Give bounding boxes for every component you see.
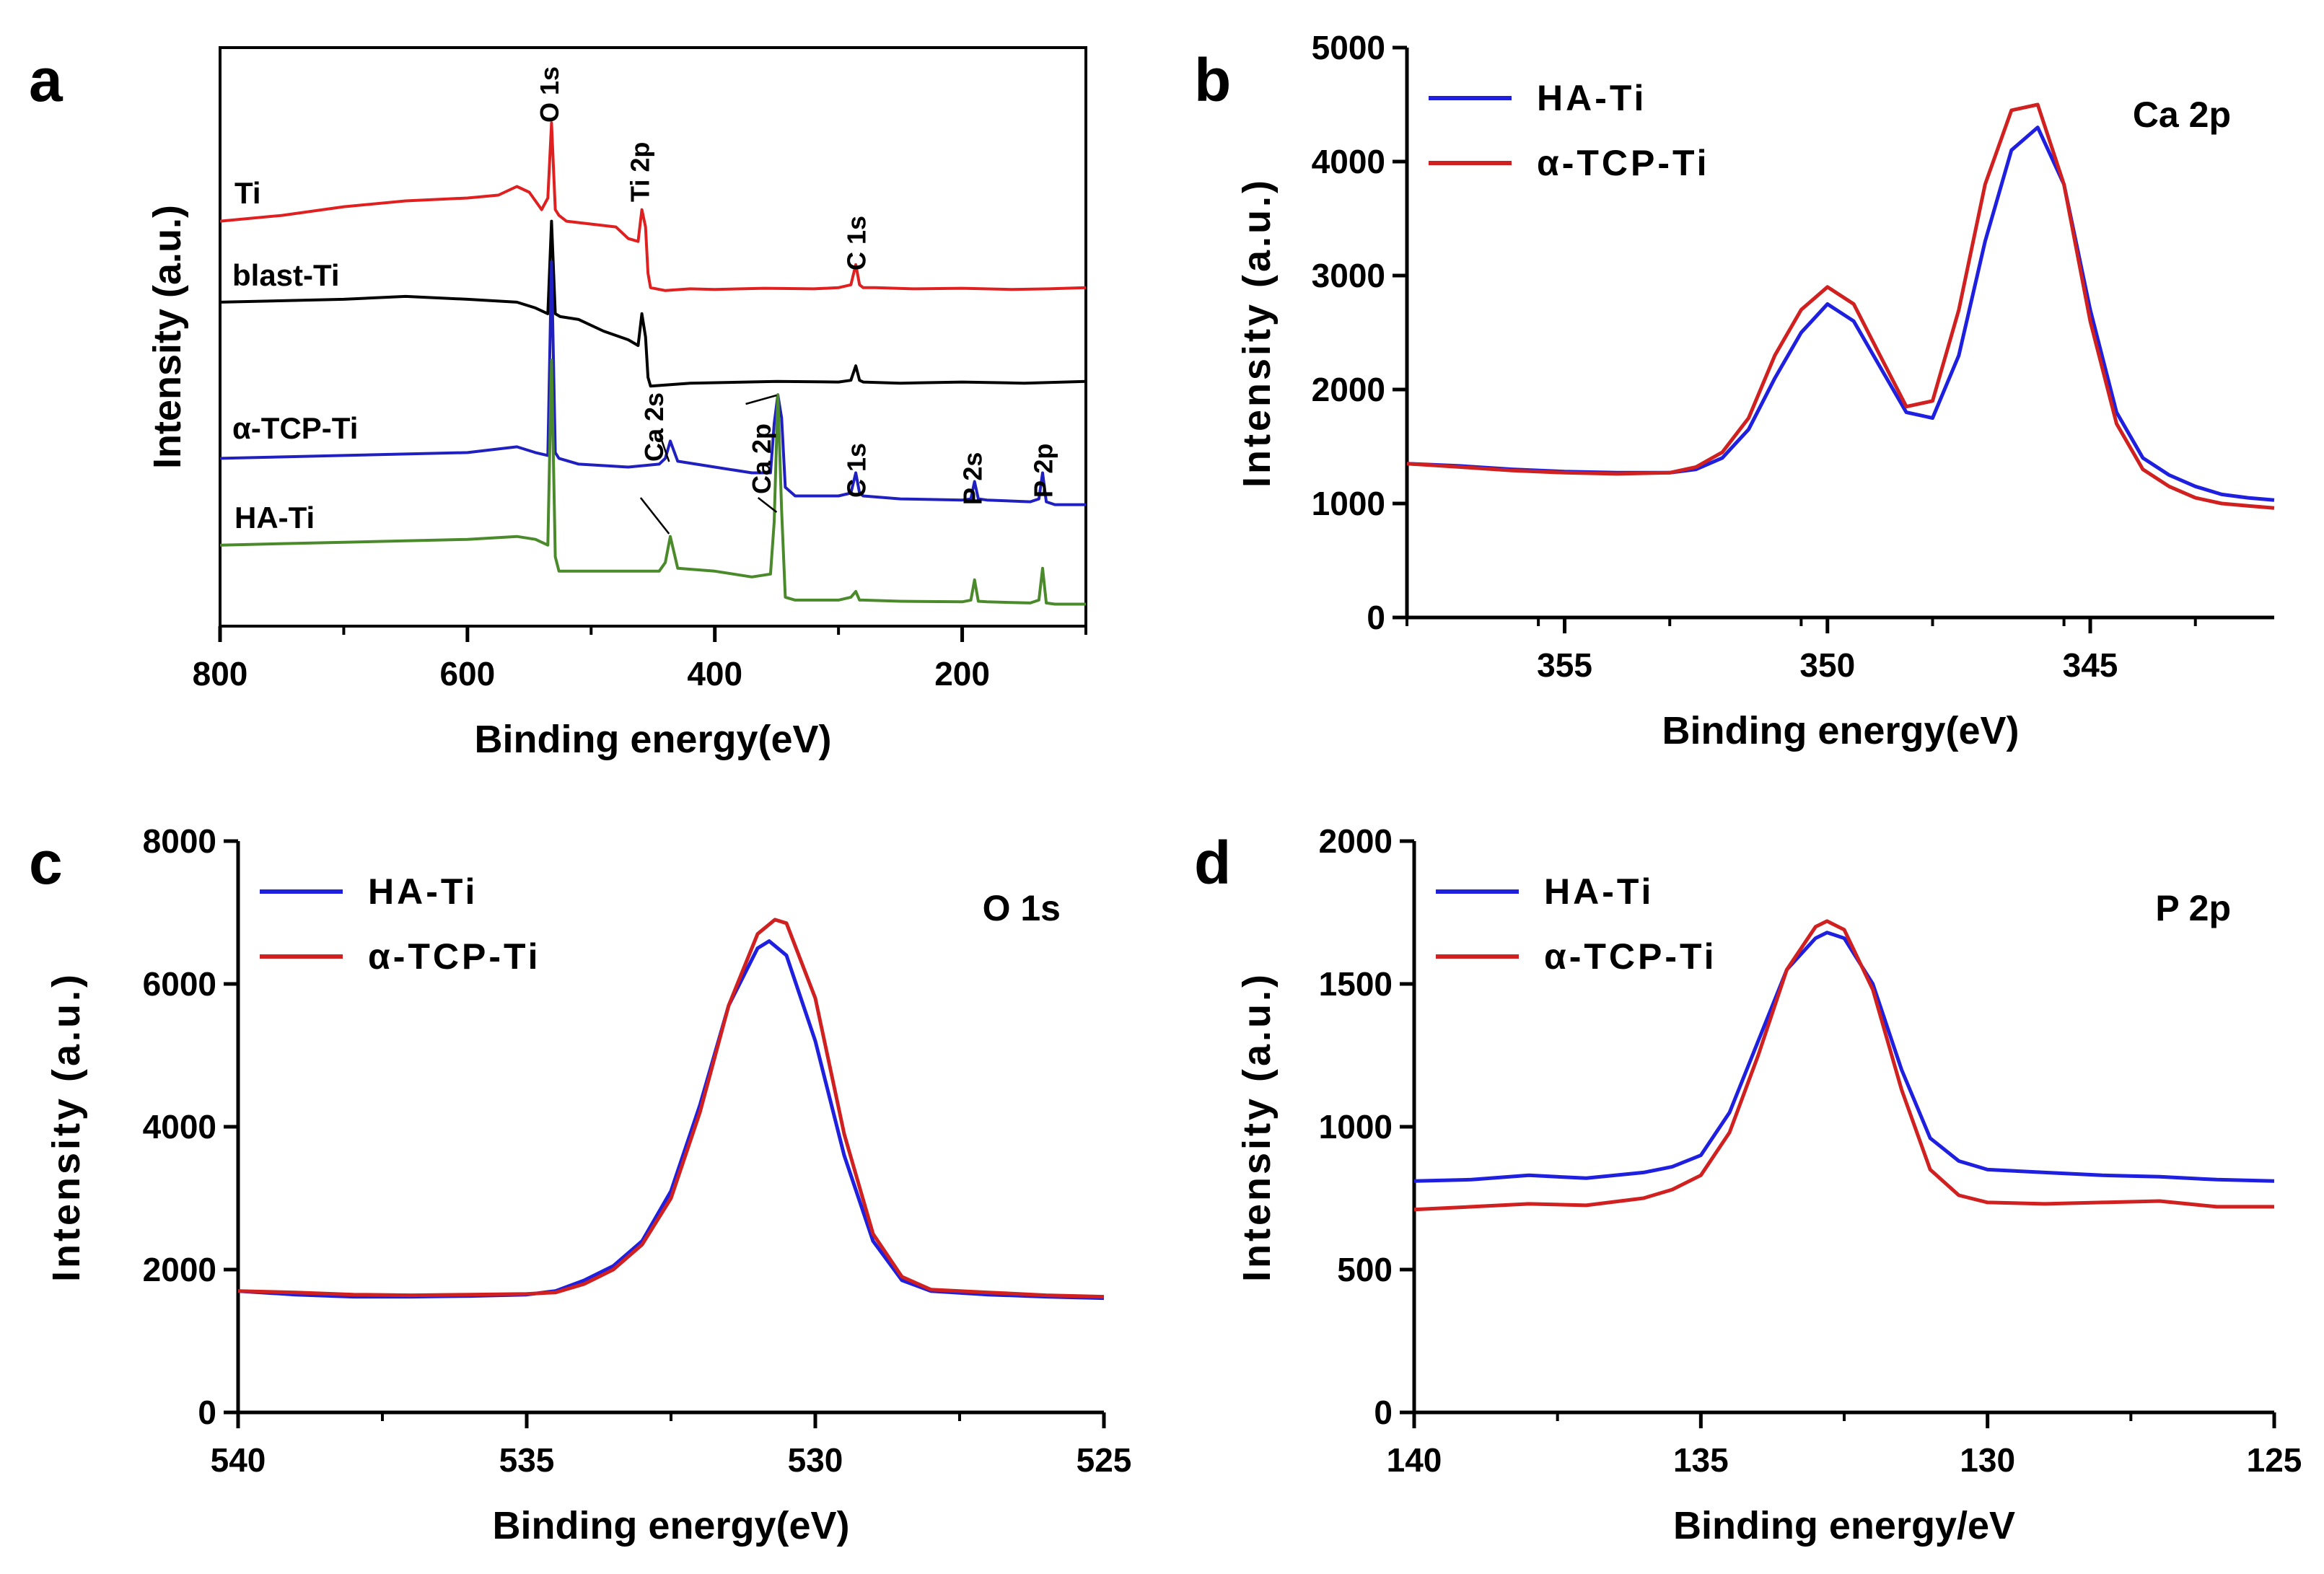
x-axis-label: Binding energy/eV	[1673, 1504, 2015, 1547]
x-tick-label: 530	[788, 1441, 843, 1479]
x-tick-label: 200	[934, 655, 990, 693]
panel-letter-c: c	[29, 829, 63, 897]
series-line-1	[237, 939, 1105, 1301]
series-line-2	[1413, 919, 2274, 1212]
series-label: α-TCP-Ti	[232, 411, 358, 445]
panel-title: Ca 2p	[2133, 94, 2231, 135]
series-line-2	[219, 219, 1087, 388]
y-axis-label: Intensity (a.u.)	[146, 205, 189, 469]
x-tick-label: 140	[1387, 1441, 1442, 1479]
panel-letter-a: a	[29, 46, 63, 114]
x-tick-label: 400	[687, 655, 742, 693]
series-line-2	[1406, 102, 2275, 510]
peak-annotation: P 2p	[1028, 444, 1058, 498]
y-tick-label: 1500	[1319, 965, 1393, 1003]
y-tick-label: 2000	[1312, 371, 1385, 408]
x-axis-label: Binding energy(eV)	[1662, 709, 2019, 752]
x-tick-label: 525	[1077, 1441, 1132, 1479]
series-line-3	[219, 260, 1086, 506]
y-tick-label: 3000	[1312, 257, 1385, 294]
y-axis-label: Intensity (a.u.)	[45, 972, 88, 1282]
x-axis-label: Binding energy(eV)	[474, 718, 831, 761]
legend-entry: α-TCP-Ti	[368, 936, 541, 977]
y-axis-label: Intensity (a.u.)	[1235, 177, 1279, 488]
y-tick-label: 6000	[143, 965, 216, 1003]
y-tick-label: 0	[1374, 1394, 1393, 1431]
y-tick-label: 2000	[143, 1251, 216, 1288]
panel-letter-b: b	[1194, 46, 1231, 114]
y-tick-label: 0	[1367, 599, 1385, 636]
y-axis-label: Intensity (a.u.)	[1235, 972, 1279, 1282]
panel-b: b 355 350 345 0 1000 2000 3000 4000 5000 Binding e…	[1194, 29, 2275, 752]
legend-entry: HA-Ti	[1537, 78, 1646, 118]
y-tick-label: 4000	[143, 1108, 216, 1146]
peak-annotation: Ca 2s	[639, 392, 669, 462]
y-tick-label: 2000	[1319, 822, 1393, 860]
peak-annotation: C 1s	[842, 443, 872, 498]
legend-entry: α-TCP-Ti	[1544, 936, 1717, 977]
peak-annotation: Ca 2p	[747, 423, 776, 494]
legend-entry: HA-Ti	[368, 871, 478, 912]
x-tick-label: 350	[1799, 646, 1855, 684]
y-tick-label: 4000	[1312, 143, 1385, 180]
peak-annotation: Ti 2p	[626, 142, 655, 202]
peak-annotation: P 2s	[958, 452, 988, 505]
axes-frame	[219, 46, 1087, 628]
x-axis-label: Binding energy(eV)	[492, 1504, 849, 1547]
panel-letter-d: d	[1194, 829, 1231, 897]
peak-annotation: O 1s	[535, 66, 564, 123]
x-tick-label: 800	[193, 655, 248, 693]
leader-line	[745, 394, 777, 405]
x-tick-label: 600	[439, 655, 495, 693]
panel-c: c 540 535 530 525 0 2000 4000 6000 8000 Binding en…	[29, 822, 1131, 1547]
leader-line	[658, 432, 670, 462]
x-tick-label: 130	[1960, 1441, 2015, 1479]
y-tick-label: 5000	[1312, 29, 1385, 66]
panel-title: O 1s	[983, 888, 1061, 928]
series-line-1	[1413, 931, 2275, 1183]
panel-a: a 800 600 400 200 Binding energy(eV) Intensity…	[29, 46, 1087, 761]
x-tick-label: 345	[2063, 646, 2118, 684]
series-line-4	[219, 359, 1086, 606]
panel-title: P 2p	[2155, 888, 2231, 928]
peak-annotation: C 1s	[842, 216, 872, 271]
panel-d: d 140 135 130 125 0 500 1000 1500 2000 Binding ene…	[1194, 822, 2302, 1547]
x-tick-label: 355	[1537, 646, 1592, 684]
series-line-1	[1406, 126, 2275, 502]
series-label: blast-Ti	[232, 258, 340, 292]
legend-entry: α-TCP-Ti	[1537, 143, 1710, 183]
leader-line	[639, 497, 670, 535]
x-tick-label: 135	[1673, 1441, 1729, 1479]
y-tick-label: 500	[1337, 1251, 1393, 1288]
y-tick-label: 0	[198, 1394, 216, 1431]
x-tick-label: 125	[2247, 1441, 2302, 1479]
series-line-1	[219, 121, 1087, 292]
y-tick-label: 8000	[143, 822, 216, 860]
y-tick-label: 1000	[1319, 1108, 1393, 1146]
series-label: Ti	[234, 176, 261, 210]
y-tick-label: 1000	[1312, 485, 1385, 522]
series-label: HA-Ti	[234, 501, 315, 535]
x-tick-label: 535	[499, 1441, 555, 1479]
x-tick-label: 540	[211, 1441, 266, 1479]
leader-line	[757, 497, 778, 513]
legend-entry: HA-Ti	[1544, 871, 1654, 912]
series-line-2	[237, 918, 1105, 1299]
